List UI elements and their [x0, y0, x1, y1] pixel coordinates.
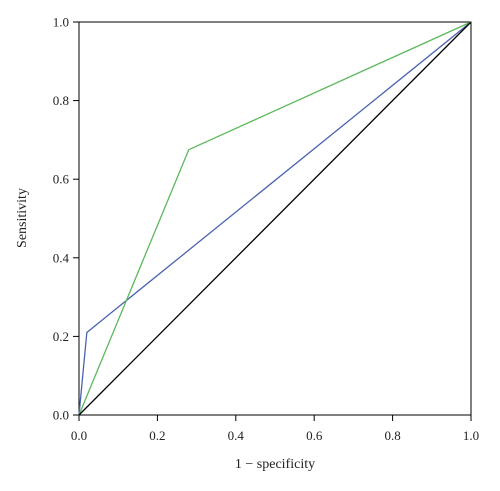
x-tick-label: 0.0 [71, 428, 87, 443]
x-tick-label: 0.2 [149, 428, 165, 443]
y-tick-label: 0.2 [53, 329, 69, 344]
y-tick-label: 0.8 [53, 93, 69, 108]
series-line-3 [78, 21, 472, 416]
x-tick-label: 1.0 [463, 428, 479, 443]
y-axis: 0.0 0.2 0.4 0.6 0.8 1.0 [53, 15, 79, 423]
x-tick-label: 0.4 [228, 428, 245, 443]
series-line-2 [78, 21, 472, 416]
series-line-1 [78, 21, 472, 416]
x-tick-label: 0.6 [306, 428, 323, 443]
x-axis-title: 1 − specificity [235, 457, 315, 472]
y-tick-label: 0.6 [53, 172, 70, 187]
y-tick-label: 1.0 [53, 15, 69, 30]
series-layer [78, 21, 472, 416]
plot-frame [78, 21, 472, 416]
x-tick-label: 0.8 [384, 428, 400, 443]
x-axis: 0.0 0.2 0.4 0.6 0.8 1.0 [71, 415, 479, 443]
y-axis-title: Sensitivity [15, 188, 30, 248]
y-tick-label: 0.4 [53, 250, 70, 265]
y-tick-label: 0.0 [53, 408, 69, 423]
